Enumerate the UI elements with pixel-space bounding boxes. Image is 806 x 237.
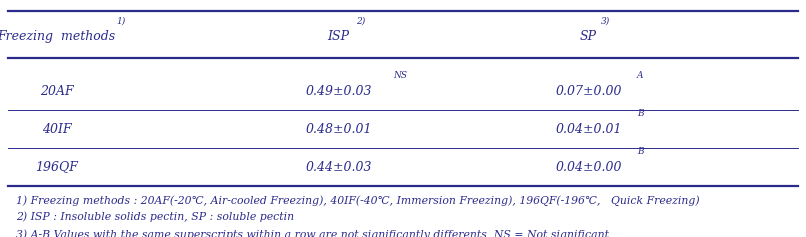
Text: 40IF: 40IF — [42, 123, 71, 136]
Text: 2) ISP : Insoluble solids pectin, SP : soluble pectin: 2) ISP : Insoluble solids pectin, SP : s… — [16, 212, 294, 222]
Text: 196QF: 196QF — [35, 161, 78, 173]
Text: NS: NS — [393, 71, 407, 80]
Text: 3): 3) — [601, 17, 610, 26]
Text: SP: SP — [580, 30, 597, 43]
Text: 20AF: 20AF — [39, 85, 73, 98]
Text: B: B — [637, 147, 643, 156]
Text: 0.48±0.01: 0.48±0.01 — [305, 123, 372, 136]
Text: 2): 2) — [356, 17, 365, 26]
Text: 0.04±0.01: 0.04±0.01 — [555, 123, 621, 136]
Text: 1): 1) — [117, 17, 126, 26]
Text: 0.44±0.03: 0.44±0.03 — [305, 161, 372, 173]
Text: B: B — [637, 109, 643, 118]
Text: 0.07±0.00: 0.07±0.00 — [555, 85, 621, 98]
Text: 1) Freezing methods : 20AF(-20℃, Air-cooled Freezing), 40IF(-40℃, Immersion Free: 1) Freezing methods : 20AF(-20℃, Air-coo… — [16, 195, 700, 205]
Text: ISP: ISP — [327, 30, 350, 43]
Text: 0.04±0.00: 0.04±0.00 — [555, 161, 621, 173]
Text: 3) A-B Values with the same superscripts within a row are not significantly diff: 3) A-B Values with the same superscripts… — [16, 229, 609, 237]
Text: Freezing  methods: Freezing methods — [0, 30, 115, 43]
Text: A: A — [637, 71, 643, 80]
Text: 0.49±0.03: 0.49±0.03 — [305, 85, 372, 98]
